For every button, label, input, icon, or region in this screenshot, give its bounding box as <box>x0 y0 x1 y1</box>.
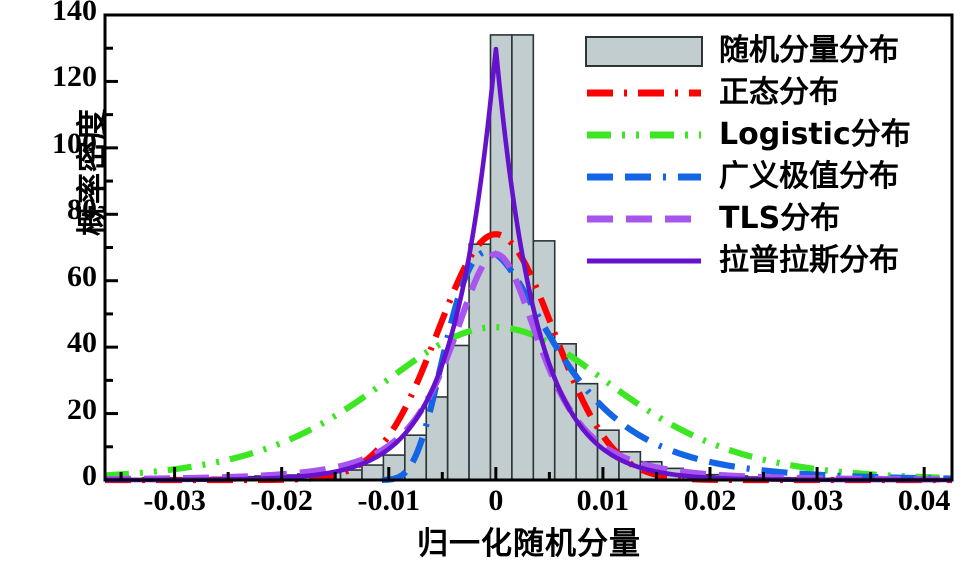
histogram-bar <box>446 344 470 481</box>
x-tick-label: 0.02 <box>683 484 737 517</box>
legend-line-sample <box>587 173 701 181</box>
legend-key-dashdotdot <box>585 120 709 150</box>
y-tick-label: 120 <box>52 60 97 94</box>
histogram-bar <box>361 464 385 481</box>
x-tick-label: 0.01 <box>576 484 630 517</box>
legend-swatch <box>585 35 703 67</box>
legend-key-dashdashdot <box>585 162 709 192</box>
legend-item-label: 随机分量分布 <box>719 33 899 68</box>
legend-key-solid <box>585 246 709 276</box>
legend-item-label: 拉普拉斯分布 <box>719 243 899 278</box>
x-tick-label: -0.02 <box>250 484 313 517</box>
x-tick-label: 0 <box>488 484 504 517</box>
legend-key-dashed <box>585 204 709 234</box>
legend-line-sample <box>587 131 701 139</box>
legend-line-sample <box>587 258 701 264</box>
x-axis-title: 归一化随机分量 <box>105 518 953 562</box>
legend-item[interactable]: TLS分布 <box>585 198 960 240</box>
histogram-bar <box>468 243 492 481</box>
legend-line-sample <box>587 89 701 97</box>
legend-key-dashdot <box>585 78 709 108</box>
y-tick-label: 80 <box>67 193 97 227</box>
legend-item[interactable]: 拉普拉斯分布 <box>585 240 960 282</box>
legend-item-label: Logistic分布 <box>719 117 911 152</box>
curve-logistic <box>103 324 954 482</box>
legend-item[interactable]: 广义极值分布 <box>585 156 960 198</box>
chart-legend: 随机分量分布 正态分布 Logistic分布 广义极值分布 TLS分布拉普拉斯分布 <box>585 30 960 285</box>
x-tick-label: 0.03 <box>790 484 844 517</box>
legend-item-label: TLS分布 <box>719 201 841 236</box>
y-tick-label: 60 <box>67 259 97 293</box>
x-tick-label: -0.03 <box>143 484 206 517</box>
legend-line-sample <box>587 215 701 223</box>
legend-item[interactable]: 正态分布 <box>585 72 960 114</box>
legend-item-label: 正态分布 <box>719 75 839 110</box>
x-tick-label: -0.01 <box>357 484 421 517</box>
legend-item-label: 广义极值分布 <box>719 159 899 194</box>
legend-item[interactable]: 随机分量分布 <box>585 30 960 72</box>
x-tick-label: 0.04 <box>897 484 951 517</box>
legend-key-patch <box>585 35 709 67</box>
y-tick-label: 20 <box>67 392 97 426</box>
y-tick-label: 100 <box>52 126 97 160</box>
x-axis-title-text: 归一化随机分量 <box>417 525 641 562</box>
y-tick-label: 140 <box>52 0 97 27</box>
legend-item[interactable]: Logistic分布 <box>585 114 960 156</box>
y-tick-label: 40 <box>67 326 97 360</box>
y-tick-label: 0 <box>82 459 97 492</box>
